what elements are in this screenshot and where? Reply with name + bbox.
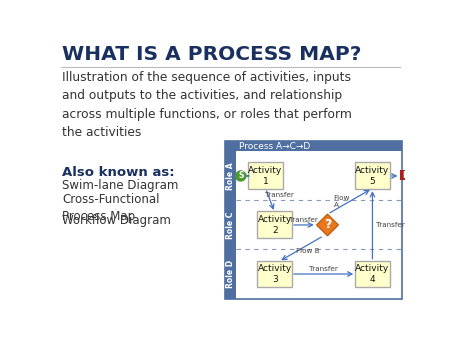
Text: Role C: Role C <box>226 211 235 239</box>
Text: Flow B: Flow B <box>296 248 319 254</box>
FancyBboxPatch shape <box>355 261 390 288</box>
Text: S: S <box>238 171 243 180</box>
Text: Role A: Role A <box>226 162 235 190</box>
Text: Transfer: Transfer <box>376 222 405 228</box>
Text: Workflow Diagram: Workflow Diagram <box>63 214 171 227</box>
Text: Activity
4: Activity 4 <box>356 264 390 284</box>
Text: ?: ? <box>324 218 331 232</box>
Text: Transfer: Transfer <box>289 217 318 223</box>
Bar <box>225 141 402 298</box>
Text: E: E <box>402 171 408 180</box>
Circle shape <box>236 171 246 181</box>
FancyBboxPatch shape <box>400 170 410 180</box>
Text: Also known as:: Also known as: <box>63 166 175 179</box>
FancyBboxPatch shape <box>355 163 390 189</box>
Text: Swim-lane Diagram: Swim-lane Diagram <box>63 179 179 192</box>
Text: Cross-Functional
Process Map: Cross-Functional Process Map <box>63 193 160 222</box>
Text: Activity
2: Activity 2 <box>258 215 292 235</box>
Text: Activity
5: Activity 5 <box>356 166 390 186</box>
FancyBboxPatch shape <box>257 212 292 238</box>
Text: Illustration of the sequence of activities, inputs
and outputs to the activities: Illustration of the sequence of activiti… <box>63 71 352 139</box>
FancyBboxPatch shape <box>248 163 283 189</box>
Polygon shape <box>317 214 338 236</box>
FancyBboxPatch shape <box>257 261 292 288</box>
Text: Transfer: Transfer <box>309 266 338 272</box>
Bar <box>225 151 236 298</box>
Text: WHAT IS A PROCESS MAP?: WHAT IS A PROCESS MAP? <box>63 45 362 64</box>
Text: Transfer: Transfer <box>265 192 293 198</box>
Text: Activity
1: Activity 1 <box>248 166 283 186</box>
Bar <box>225 141 402 151</box>
Text: Role D: Role D <box>226 260 235 288</box>
Text: Activity
3: Activity 3 <box>258 264 292 284</box>
Text: Process A→C→D: Process A→C→D <box>239 142 310 150</box>
Text: Flow
A: Flow A <box>334 195 350 208</box>
